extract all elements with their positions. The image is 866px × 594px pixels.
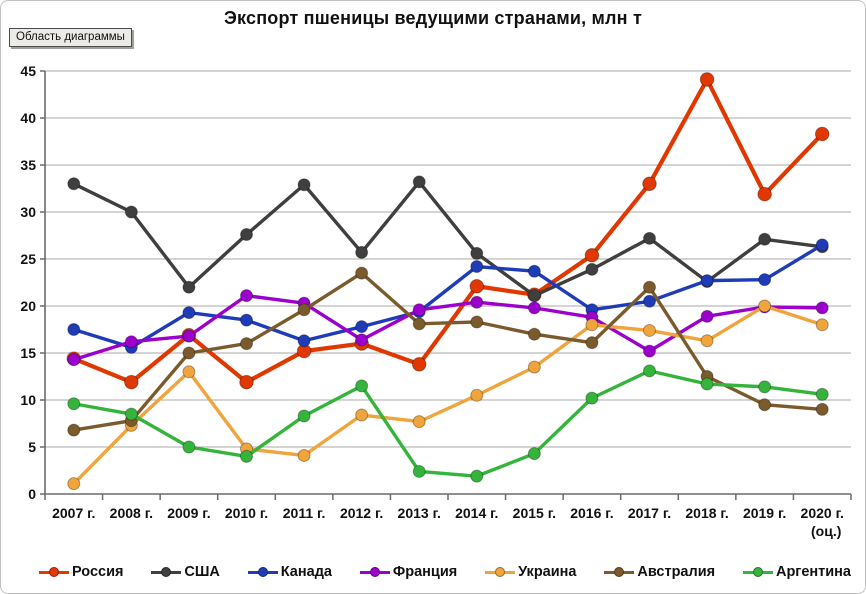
chart-title: Экспорт пшеницы ведущими странами, млн т [224,8,642,28]
svg-text:2017 г.: 2017 г. [628,505,671,521]
svg-text:2018 г.: 2018 г. [685,505,728,521]
legend-label-usa: США [184,564,220,580]
legend-label-argentina: Аргентина [775,564,851,580]
legend-item-usa[interactable]: США [151,564,220,580]
svg-text:2020 г.: 2020 г. [801,505,844,521]
legend-label-canada: Канада [280,564,332,580]
legend-marker-france [359,566,390,579]
y-axis: 0 5 10 15 20 25 30 35 40 45 [20,63,45,502]
svg-text:2016 г.: 2016 г. [570,505,613,521]
ukraine-series[interactable] [67,299,829,491]
svg-text:2013 г.: 2013 г. [398,505,441,521]
legend-marker-australia [604,566,635,579]
legend-item-ukraine[interactable]: Украина [485,564,576,580]
svg-text:2007 г.: 2007 г. [52,505,95,521]
chart-area-tooltip: Область диаграммы [9,28,132,47]
svg-text:45: 45 [20,63,36,79]
svg-text:2012 г.: 2012 г. [340,505,383,521]
argentina-series[interactable] [67,364,829,483]
svg-text:2014 г.: 2014 г. [455,505,498,521]
canada-series[interactable] [67,238,829,354]
svg-text:2019 г.: 2019 г. [743,505,786,521]
svg-text:20: 20 [20,298,36,314]
svg-text:35: 35 [20,157,36,173]
legend-item-france[interactable]: Франция [359,564,458,580]
svg-text:2015 г.: 2015 г. [513,505,556,521]
svg-text:40: 40 [20,110,36,126]
svg-text:25: 25 [20,251,36,267]
legend-marker-canada [247,566,278,579]
x-axis-note: (оц.) [811,523,841,539]
x-axis: 2007 г. 2008 г. 2009 г. 2010 г. 2011 г. 2012 … [44,494,852,539]
legend-item-argentina[interactable]: Аргентина [742,564,851,580]
usa-series[interactable] [67,175,829,303]
svg-text:2009 г.: 2009 г. [167,505,210,521]
svg-text:10: 10 [20,392,36,408]
legend-marker-usa [151,566,182,579]
legend-item-russia[interactable]: Россия [39,564,123,580]
legend-marker-ukraine [485,566,516,579]
svg-text:2008 г.: 2008 г. [110,505,153,521]
legend-label-russia: Россия [72,564,124,580]
legend: Россия США Канада Франция Украина Австралия Ар… [39,557,851,587]
legend-item-australia[interactable]: Австралия [604,564,715,580]
legend-label-australia: Австралия [637,564,716,580]
legend-label-ukraine: Украина [518,564,577,580]
svg-text:5: 5 [28,439,36,455]
legend-marker-argentina [742,566,773,579]
legend-item-canada[interactable]: Канада [247,564,332,580]
svg-text:2011 г.: 2011 г. [283,505,326,521]
svg-text:2010 г.: 2010 г. [225,505,268,521]
svg-text:15: 15 [20,345,36,361]
legend-label-france: Франция [392,564,458,580]
russia-series[interactable] [66,72,830,390]
australia-series[interactable] [67,266,829,437]
svg-text:30: 30 [20,204,36,220]
chart-area-tooltip-label: Область диаграммы [16,31,125,43]
svg-text:0: 0 [28,486,36,502]
legend-marker-russia [39,566,69,579]
